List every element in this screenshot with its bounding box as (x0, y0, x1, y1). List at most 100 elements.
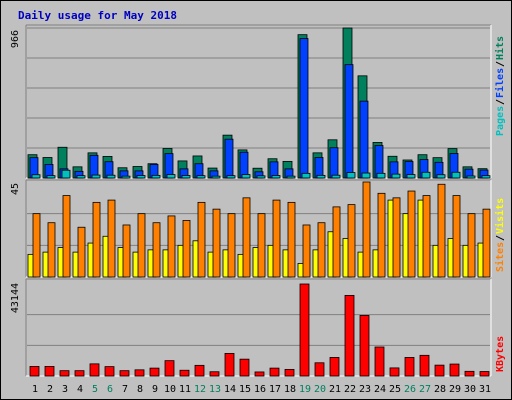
pages-bar (301, 172, 311, 179)
visits-bar (317, 222, 326, 278)
visits-bar (137, 213, 146, 278)
kbytes-bar (344, 294, 355, 377)
pages-bar (91, 174, 101, 179)
legend-0-sep: / (495, 61, 506, 67)
x-tick-label: 13 (209, 384, 221, 395)
visits-bar (122, 224, 131, 278)
visits-bar (422, 195, 431, 278)
kbytes-bar (389, 367, 400, 377)
visits-bar (107, 199, 116, 278)
x-tick-label: 19 (299, 384, 311, 395)
y-max-label-2: 43144 (10, 283, 21, 313)
visits-bar (182, 220, 191, 278)
pages-bar (406, 174, 416, 179)
pages-bar (121, 175, 131, 179)
files-bar (344, 64, 354, 179)
pages-bar (376, 172, 386, 179)
visits-bar (482, 208, 491, 278)
pages-bar (166, 174, 176, 179)
kbytes-bar (59, 370, 70, 377)
kbytes-bar (89, 363, 100, 377)
x-tick-label: 25 (389, 384, 401, 395)
x-tick-label: 20 (314, 384, 326, 395)
pages-bar (241, 174, 251, 179)
x-tick-label: 1 (32, 384, 38, 395)
files-bar (239, 151, 249, 179)
visits-bar (212, 208, 221, 278)
kbytes-bar (299, 283, 310, 377)
legend-0-2: Hits (494, 36, 506, 60)
pages-bar (451, 171, 461, 179)
visits-bar (287, 201, 296, 278)
kbytes-bar (44, 366, 55, 377)
kbytes-bar (194, 364, 205, 377)
legend-0-0: Pages (495, 106, 506, 136)
pages-bar (46, 175, 56, 179)
kbytes-bar (404, 357, 415, 377)
x-tick-label: 30 (464, 384, 476, 395)
pages-bar (286, 175, 296, 179)
panel-0 (25, 24, 492, 179)
x-tick-label: 27 (419, 384, 431, 395)
kbytes-bar (104, 366, 115, 377)
visits-bar (377, 192, 386, 278)
visits-bar (152, 222, 161, 278)
x-tick-label: 29 (449, 384, 461, 395)
kbytes-bar (209, 371, 220, 377)
visits-bar (227, 213, 236, 278)
kbytes-bar (164, 360, 175, 377)
pages-bar (196, 175, 206, 179)
kbytes-bar (29, 366, 40, 377)
y-max-label-1: 45 (10, 183, 21, 195)
kbytes-bar (239, 358, 250, 377)
kbytes-bar (224, 352, 235, 377)
kbytes-bar (329, 357, 340, 377)
x-tick-label: 24 (374, 384, 386, 395)
files-bar (89, 154, 99, 179)
x-tick-label: 14 (224, 384, 236, 395)
x-tick-label: 2 (47, 384, 53, 395)
kbytes-bar (119, 370, 130, 377)
x-tick-label: 22 (344, 384, 356, 395)
visits-bar (92, 201, 101, 278)
pages-bar (361, 172, 371, 179)
x-tick-label: 8 (137, 384, 143, 395)
legend-2-0: KBytes (495, 336, 506, 372)
kbytes-bar (464, 370, 475, 377)
files-bar (299, 38, 309, 179)
files-bar (314, 157, 324, 179)
pages-bar (226, 175, 236, 179)
pages-bar (421, 171, 431, 179)
kbytes-bar (434, 364, 445, 377)
x-tick-label: 18 (284, 384, 296, 395)
kbytes-bar (314, 362, 325, 377)
x-tick-label: 21 (329, 384, 341, 395)
visits-bar (242, 197, 251, 278)
x-tick-label: 26 (404, 384, 416, 395)
pages-bar (76, 175, 86, 179)
visits-bar (77, 226, 86, 278)
kbytes-bar (149, 367, 160, 377)
kbytes-bar (74, 370, 85, 377)
visits-bar (47, 222, 56, 278)
kbytes-bar (374, 346, 385, 377)
visits-bar (407, 190, 416, 278)
pages-bar (136, 175, 146, 179)
x-tick-label: 23 (359, 384, 371, 395)
kbytes-bar (479, 371, 490, 377)
pages-bar (271, 175, 281, 179)
visits-bar (257, 213, 266, 278)
pages-bar (106, 174, 116, 179)
x-tick-label: 3 (62, 384, 68, 395)
pages-bar (391, 173, 401, 179)
x-tick-label: 9 (152, 384, 158, 395)
pages-bar (61, 169, 71, 179)
visits-bar (302, 224, 311, 278)
visits-bar (437, 183, 446, 278)
pages-bar (481, 175, 491, 179)
x-tick-label: 7 (122, 384, 128, 395)
pages-bar (466, 175, 476, 179)
pages-bar (256, 175, 266, 179)
x-tick-label: 6 (107, 384, 113, 395)
kbytes-bar (254, 371, 265, 377)
